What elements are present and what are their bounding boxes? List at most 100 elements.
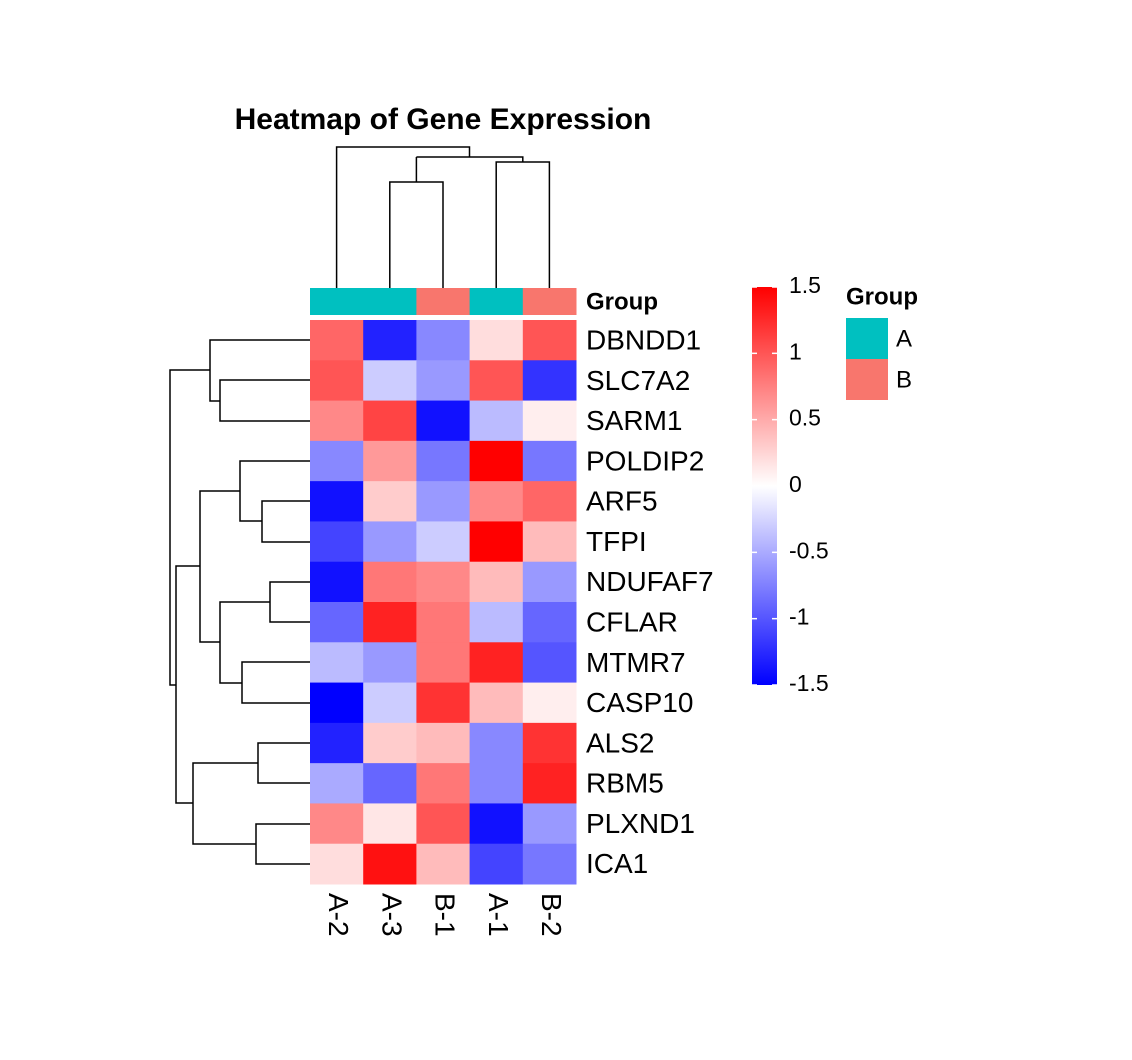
heatmap-cell — [416, 642, 471, 684]
row-label: NDUFAF7 — [586, 566, 714, 597]
column-label: A-3 — [376, 893, 407, 937]
row-label: ARF5 — [586, 486, 658, 517]
heatmap-cell — [363, 360, 417, 402]
heatmap-cell — [363, 521, 417, 563]
row-label: CASP10 — [586, 687, 693, 718]
heatmap-cell — [416, 843, 471, 885]
column-label: A-1 — [483, 893, 514, 937]
heatmap-cell — [416, 763, 471, 804]
heatmap-cell — [416, 400, 471, 442]
legend-label: A — [896, 325, 912, 352]
heatmap-cell — [469, 561, 524, 603]
heatmap-cell — [363, 682, 417, 724]
row-label: RBM5 — [586, 768, 664, 799]
heatmap-cell — [522, 521, 577, 563]
row-label: CFLAR — [586, 607, 678, 638]
heatmap-cell — [310, 722, 364, 764]
colorbar-tick-label: -1 — [789, 604, 809, 630]
heatmap-cell — [363, 843, 417, 885]
heatmap-cell — [416, 360, 471, 402]
row-label: MTMR7 — [586, 647, 686, 678]
heatmap-cell — [469, 320, 524, 361]
heatmap-cell — [363, 803, 417, 845]
row-label: TFPI — [586, 526, 647, 557]
heatmap-cell — [522, 440, 577, 482]
annotation-cell — [310, 288, 364, 315]
heatmap-cell — [416, 682, 471, 724]
colorbar-tick-label: 0 — [789, 471, 802, 497]
legend-swatch — [846, 359, 888, 400]
heatmap-cell — [416, 722, 471, 764]
heatmap-cell — [363, 642, 417, 684]
legend-title: Group — [846, 283, 918, 310]
heatmap-cell — [363, 481, 417, 522]
heatmap-cell — [522, 803, 577, 845]
column-label: B-2 — [536, 893, 567, 937]
heatmap-cell — [522, 843, 577, 885]
row-label: DBNDD1 — [586, 325, 701, 356]
annotation-cell — [469, 288, 524, 315]
heatmap-cell — [363, 400, 417, 442]
heatmap-cell — [310, 481, 364, 522]
heatmap-cell — [363, 763, 417, 804]
heatmap-cell — [310, 561, 364, 603]
heatmap-cell — [363, 320, 417, 361]
heatmap-cell — [522, 682, 577, 724]
heatmap-cell — [310, 440, 364, 482]
row-label: SARM1 — [586, 405, 682, 436]
heatmap-cell — [310, 602, 364, 643]
legend-label: B — [896, 366, 912, 393]
colorbar-tick-label: -1.5 — [789, 670, 829, 696]
annotation-label: Group — [586, 288, 658, 315]
heatmap-cell — [469, 602, 524, 643]
heatmap-cell — [363, 561, 417, 603]
heatmap-cell — [469, 400, 524, 442]
column-label: A-2 — [323, 893, 354, 937]
heatmap-cell — [310, 843, 364, 885]
heatmap-cell — [416, 602, 471, 643]
heatmap-cell — [469, 360, 524, 402]
legend-swatch — [846, 318, 888, 359]
heatmap-cell — [310, 320, 364, 361]
heatmap-cell — [416, 440, 471, 482]
colorbar-tick-label: 1.5 — [789, 272, 821, 298]
annotation-cell — [416, 288, 471, 315]
heatmap-cell — [310, 642, 364, 684]
heatmap-cell — [310, 360, 364, 402]
heatmap-cell — [522, 360, 577, 402]
heatmap-cell — [310, 400, 364, 442]
heatmap-cell — [469, 642, 524, 684]
heatmap-cell — [522, 400, 577, 442]
row-label: PLXND1 — [586, 808, 695, 839]
row-label: ALS2 — [586, 727, 655, 758]
heatmap-cell — [469, 521, 524, 563]
colorbar-tick-label: 1 — [789, 338, 802, 364]
heatmap-cell — [416, 561, 471, 603]
heatmap-cell — [522, 320, 577, 361]
column-dendrogram — [335, 146, 551, 288]
heatmap-cell — [469, 803, 524, 845]
row-label: POLDIP2 — [586, 445, 704, 476]
row-label: SLC7A2 — [586, 365, 690, 396]
heatmap-cell — [522, 763, 577, 804]
column-label: B-1 — [430, 893, 461, 937]
annotation-cell — [363, 288, 417, 315]
heatmap-cell — [522, 642, 577, 684]
heatmap-cell — [310, 803, 364, 845]
chart-title: Heatmap of Gene Expression — [235, 103, 652, 136]
heatmap-cell — [310, 763, 364, 804]
heatmap-cell — [522, 722, 577, 764]
heatmap-cell — [416, 481, 471, 522]
row-label: ICA1 — [586, 848, 648, 879]
heatmap-cell — [416, 521, 471, 563]
heatmap-cell — [522, 561, 577, 603]
heatmap-cell — [310, 521, 364, 563]
heatmap-cell — [522, 602, 577, 643]
heatmap-cell — [469, 722, 524, 764]
heatmap-cell — [416, 803, 471, 845]
heatmap-cell — [363, 722, 417, 764]
annotation-cell — [522, 288, 577, 315]
heatmap-cell — [469, 481, 524, 522]
heatmap-cell — [469, 843, 524, 885]
